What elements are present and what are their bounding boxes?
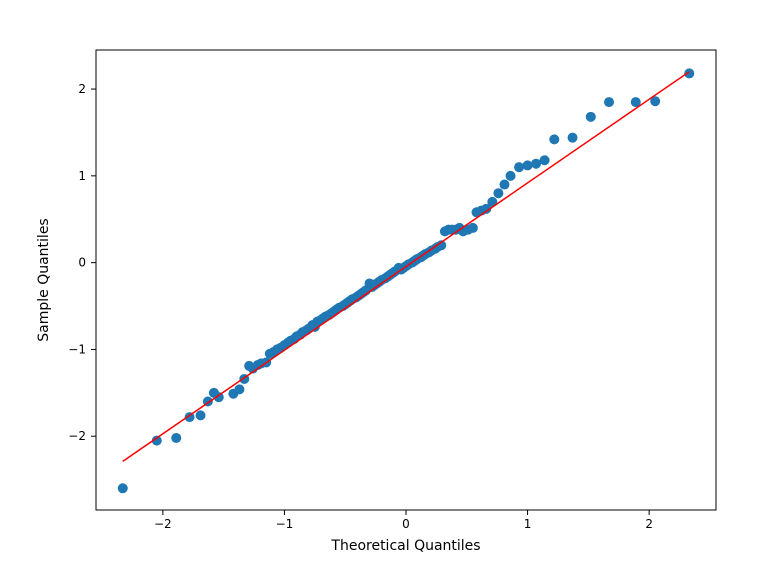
y-tick-label: −1 <box>68 342 86 356</box>
y-tick-label: 1 <box>78 169 86 183</box>
x-tick-label: 1 <box>524 517 532 531</box>
data-point <box>196 410 206 420</box>
x-tick-label: −1 <box>276 517 294 531</box>
data-point <box>234 384 244 394</box>
data-point <box>171 433 181 443</box>
data-point <box>549 134 559 144</box>
data-point <box>531 159 541 169</box>
x-tick-label: 2 <box>645 517 653 531</box>
x-tick-label: −2 <box>154 517 172 531</box>
data-point <box>493 188 503 198</box>
plot-border <box>96 50 716 510</box>
y-axis-label: Sample Quantiles <box>36 218 52 341</box>
x-tick-label: 0 <box>402 517 410 531</box>
y-tick-label: 0 <box>78 256 86 270</box>
qq-plot: −2 −1 0 1 2 −2 −1 0 1 2 Theoretical Quantiles Sampl… <box>0 0 765 575</box>
data-point <box>568 133 578 143</box>
data-point <box>586 112 596 122</box>
data-point <box>514 162 524 172</box>
chart-container: −2 −1 0 1 2 −2 −1 0 1 2 Theoretical Quantiles Sampl… <box>0 0 765 575</box>
y-tick-label: −2 <box>68 429 86 443</box>
data-point <box>523 160 533 170</box>
data-point <box>604 97 614 107</box>
data-point <box>499 180 509 190</box>
data-point <box>540 155 550 165</box>
y-tick-label: 2 <box>78 82 86 96</box>
data-point <box>506 171 516 181</box>
reference-line <box>123 72 690 462</box>
data-point <box>468 223 478 233</box>
data-point <box>118 483 128 493</box>
x-axis-label: Theoretical Quantiles <box>330 538 480 554</box>
